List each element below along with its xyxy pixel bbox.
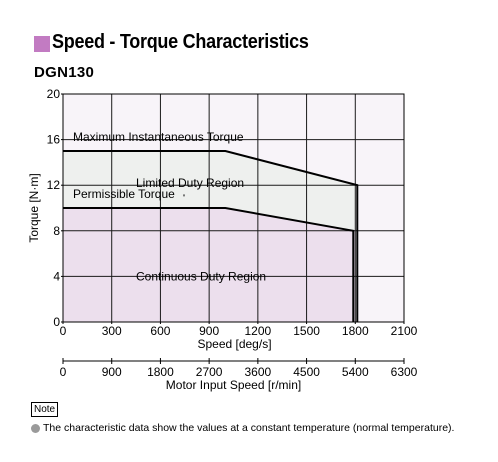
- heading-title: Speed - Torque Characteristics: [52, 30, 309, 53]
- y-tick-label: 8: [53, 224, 60, 238]
- x-tick-label: 900: [199, 324, 219, 338]
- heading-marker: [34, 36, 50, 52]
- x-tick-label: 1800: [342, 324, 369, 338]
- secondary-tick-label: 5400: [342, 365, 369, 379]
- section-heading: Speed - Torque Characteristics: [34, 28, 337, 56]
- y-tick-label: 16: [47, 133, 61, 147]
- x-axis-ticks: 0 300 600 900 1200 1500 1800 2100: [60, 322, 418, 338]
- label-limited-duty-region: Limited Duty Region: [136, 176, 244, 190]
- secondary-tick-label: 900: [102, 365, 122, 379]
- y-tick-label: 4: [53, 269, 60, 283]
- x-tick-label: 1200: [245, 324, 272, 338]
- secondary-tick-label: 1800: [147, 365, 174, 379]
- secondary-tick-label: 4500: [293, 365, 320, 379]
- speed-torque-chart: 0 4 8 12 16 20 0 300 600 900 1200 1500 1800 2100 0 90…: [27, 87, 418, 392]
- y-axis-label: Torque [N·m]: [27, 173, 41, 242]
- x-axis-label: Speed [deg/s]: [197, 337, 271, 351]
- y-axis-ticks: 0 4 8 12 16 20: [47, 87, 63, 329]
- x-tick-label: 2100: [391, 324, 418, 338]
- secondary-x-axis-label: Motor Input Speed [r/min]: [166, 378, 301, 392]
- secondary-x-axis: 0 900 1800 2700 3600 4500 5400 6300: [60, 358, 418, 379]
- y-tick-label: 0: [53, 315, 60, 329]
- x-tick-label: 0: [60, 324, 67, 338]
- label-maximum-torque: Maximum Instantaneous Torque: [73, 130, 244, 144]
- x-tick-label: 1500: [293, 324, 320, 338]
- bullet-icon: [31, 423, 40, 433]
- secondary-tick-label: 2700: [196, 365, 223, 379]
- note-text: The characteristic data show the values …: [43, 422, 455, 434]
- model-name: DGN130: [34, 64, 95, 81]
- y-tick-label: 12: [47, 178, 61, 192]
- label-continuous-duty-region: Continuous Duty Region: [136, 269, 266, 283]
- secondary-tick-label: 3600: [245, 365, 272, 379]
- x-tick-label: 300: [102, 324, 122, 338]
- x-tick-label: 600: [150, 324, 170, 338]
- series-line-maximum-torque: [63, 150, 359, 322]
- secondary-tick-label: 0: [60, 365, 67, 379]
- series-line-permissible-torque: [63, 207, 355, 322]
- secondary-tick-label: 6300: [391, 365, 418, 379]
- note-line: The characteristic data show the values …: [31, 422, 454, 434]
- y-tick-label: 20: [47, 87, 61, 101]
- note-label: Note: [31, 402, 59, 417]
- label-permissible-torque: Permissible Torque: [73, 187, 175, 201]
